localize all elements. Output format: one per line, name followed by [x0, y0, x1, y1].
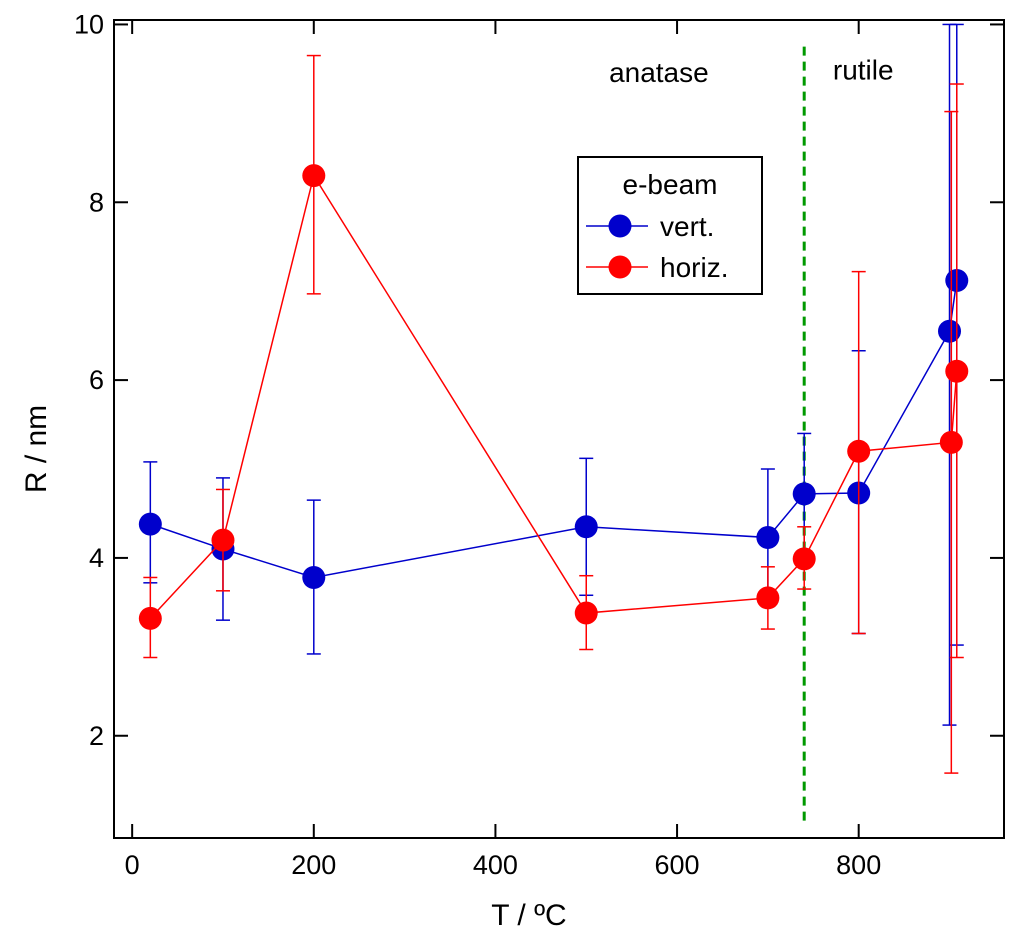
legend-marker-vert: [608, 214, 632, 238]
data-point-0-2: [302, 565, 326, 589]
data-point-1-8: [945, 359, 969, 383]
series-horiz: [138, 54, 969, 774]
series-line-0: [150, 280, 958, 579]
x-tick-label-800: 800: [836, 850, 881, 880]
legend: e-beam vert. horiz.: [577, 156, 763, 295]
data-point-0-3: [574, 515, 598, 539]
data-point-1-6: [847, 439, 871, 463]
data-point-0-4: [756, 525, 780, 549]
x-tick-label-200: 200: [291, 850, 336, 880]
data-point-1-4: [756, 586, 780, 610]
y-tick-label-10: 10: [74, 9, 104, 39]
data-point-1-7: [939, 430, 963, 454]
series-vert: [138, 23, 969, 726]
legend-title: e-beam: [623, 169, 718, 200]
annotation-anatase: anatase: [609, 57, 709, 88]
data-point-1-2: [302, 164, 326, 188]
data-point-1-5: [792, 547, 816, 571]
x-axis-title: T / ºC: [491, 899, 566, 932]
data-point-0-5: [792, 482, 816, 506]
y-tick-label-8: 8: [89, 187, 104, 217]
legend-label-vert: vert.: [660, 211, 714, 242]
data-point-0-0: [138, 512, 162, 536]
y-tick-label-4: 4: [89, 543, 104, 573]
annotation-rutile: rutile: [833, 55, 894, 86]
legend-marker-horiz: [608, 255, 632, 279]
y-tick-label-6: 6: [89, 365, 104, 395]
series-line-1: [149, 173, 958, 619]
legend-label-horiz: horiz.: [660, 252, 728, 283]
data-point-1-1: [211, 528, 235, 552]
x-tick-label-400: 400: [473, 850, 518, 880]
plot-frame: [113, 19, 1005, 839]
x-tick-label-0: 0: [125, 850, 140, 880]
data-point-1-3: [574, 601, 598, 625]
x-tick-label-600: 600: [655, 850, 700, 880]
y-axis-title: R / nm: [20, 405, 53, 493]
y-tick-label-2: 2: [89, 721, 104, 751]
data-point-0-7: [938, 319, 962, 343]
data-point-1-0: [138, 606, 162, 630]
